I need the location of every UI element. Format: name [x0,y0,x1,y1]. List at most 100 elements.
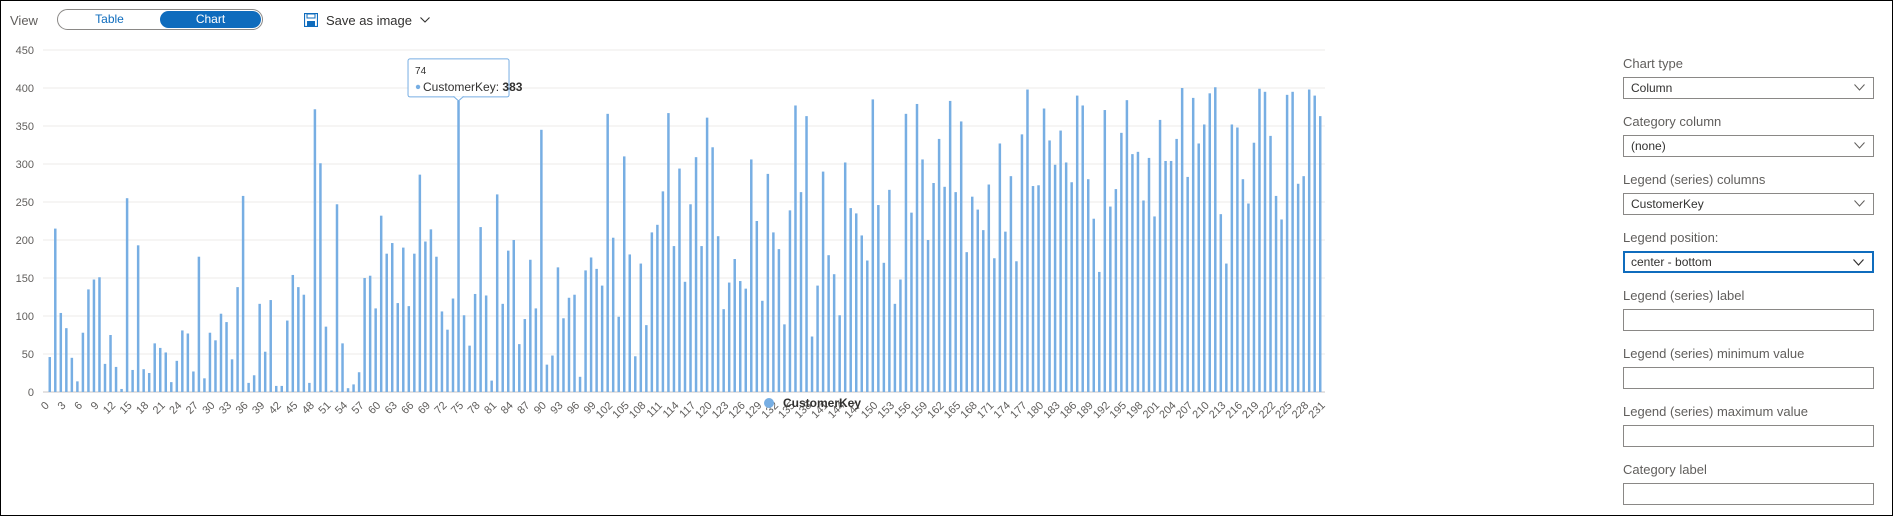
bar[interactable] [396,303,400,392]
bar[interactable] [1202,124,1206,392]
bar[interactable] [1125,100,1129,392]
bar[interactable] [926,240,930,392]
bar[interactable] [170,382,173,392]
bar[interactable] [1230,124,1234,392]
bar[interactable] [109,335,112,392]
bar[interactable] [683,281,687,392]
bar[interactable] [54,228,57,392]
bar[interactable] [164,352,168,392]
bar[interactable] [705,117,709,392]
bar[interactable] [65,328,68,392]
bar[interactable] [893,303,897,392]
bar[interactable] [589,257,593,392]
bar[interactable] [1086,179,1090,392]
bar[interactable] [1009,176,1013,392]
bar[interactable] [512,240,516,392]
bar[interactable] [1136,151,1140,392]
bar[interactable] [1131,154,1134,392]
bar[interactable] [1318,116,1322,393]
bar[interactable] [606,113,609,392]
bar[interactable] [871,99,875,393]
bar[interactable] [573,294,576,392]
bar[interactable] [252,375,256,392]
bar[interactable] [103,363,107,392]
bar[interactable] [915,103,919,393]
bar[interactable] [799,192,803,392]
bar[interactable] [186,333,190,392]
bar[interactable] [125,198,129,392]
bar[interactable] [716,236,720,392]
bar[interactable] [208,332,212,392]
bar[interactable] [678,168,681,392]
bar[interactable] [424,241,427,392]
bar[interactable] [761,300,764,392]
bar[interactable] [1219,214,1223,392]
bar[interactable] [794,105,797,392]
chart-view-tab[interactable]: Chart [160,11,261,28]
bar[interactable] [921,159,924,392]
bar[interactable] [462,315,466,392]
bar[interactable] [236,287,239,392]
bar[interactable] [319,163,322,392]
bar[interactable] [98,277,101,392]
bar[interactable] [346,388,350,392]
bar[interactable] [1158,119,1162,393]
bar[interactable] [523,319,527,392]
bar[interactable] [230,359,234,392]
bar[interactable] [987,184,991,392]
chart-type-select[interactable]: Column [1623,77,1874,99]
bar[interactable] [1142,200,1145,392]
bar[interactable] [540,129,543,393]
bar[interactable] [335,204,339,392]
bar[interactable] [661,191,665,392]
bar[interactable] [1291,91,1294,393]
bar[interactable] [219,313,223,392]
bar[interactable] [821,171,825,392]
bar[interactable] [390,243,394,392]
bar[interactable] [1153,216,1156,392]
bar[interactable] [529,259,532,392]
bar[interactable] [147,373,151,392]
bar[interactable] [1026,89,1029,392]
bar[interactable] [258,303,261,392]
bar[interactable] [374,308,377,392]
bar[interactable] [142,369,145,392]
bar[interactable] [877,205,880,392]
bar[interactable] [120,388,123,392]
bar[interactable] [689,204,692,392]
bar[interactable] [888,189,891,392]
bar[interactable] [1103,110,1107,392]
bar[interactable] [136,245,140,392]
bar[interactable] [81,332,85,392]
bar[interactable] [722,309,725,392]
bar[interactable] [197,256,201,392]
bar[interactable] [1042,108,1046,393]
bar[interactable] [1247,203,1250,392]
bar[interactable] [882,262,886,392]
bar[interactable] [1285,94,1289,392]
bar[interactable] [562,318,565,392]
bar[interactable] [805,116,808,393]
bar[interactable] [59,312,63,392]
bar[interactable] [451,298,455,392]
bar[interactable] [1092,218,1096,392]
bar[interactable] [302,294,306,392]
bar[interactable] [551,355,554,392]
bar[interactable] [1280,219,1283,392]
bar[interactable] [595,268,598,392]
bar[interactable] [1053,164,1057,392]
bar[interactable] [214,340,217,392]
bar[interactable] [866,260,869,392]
bar[interactable] [402,247,405,392]
bar[interactable] [849,208,852,392]
bar[interactable] [506,250,510,392]
bar[interactable] [1252,142,1256,392]
bar[interactable] [634,356,637,392]
bar[interactable] [1098,271,1101,392]
category-column-select[interactable]: (none) [1623,135,1874,157]
bar[interactable] [352,384,355,392]
bar[interactable] [1081,105,1084,392]
bar[interactable] [628,254,632,392]
bar[interactable] [1269,135,1272,392]
bar[interactable] [1263,91,1267,393]
